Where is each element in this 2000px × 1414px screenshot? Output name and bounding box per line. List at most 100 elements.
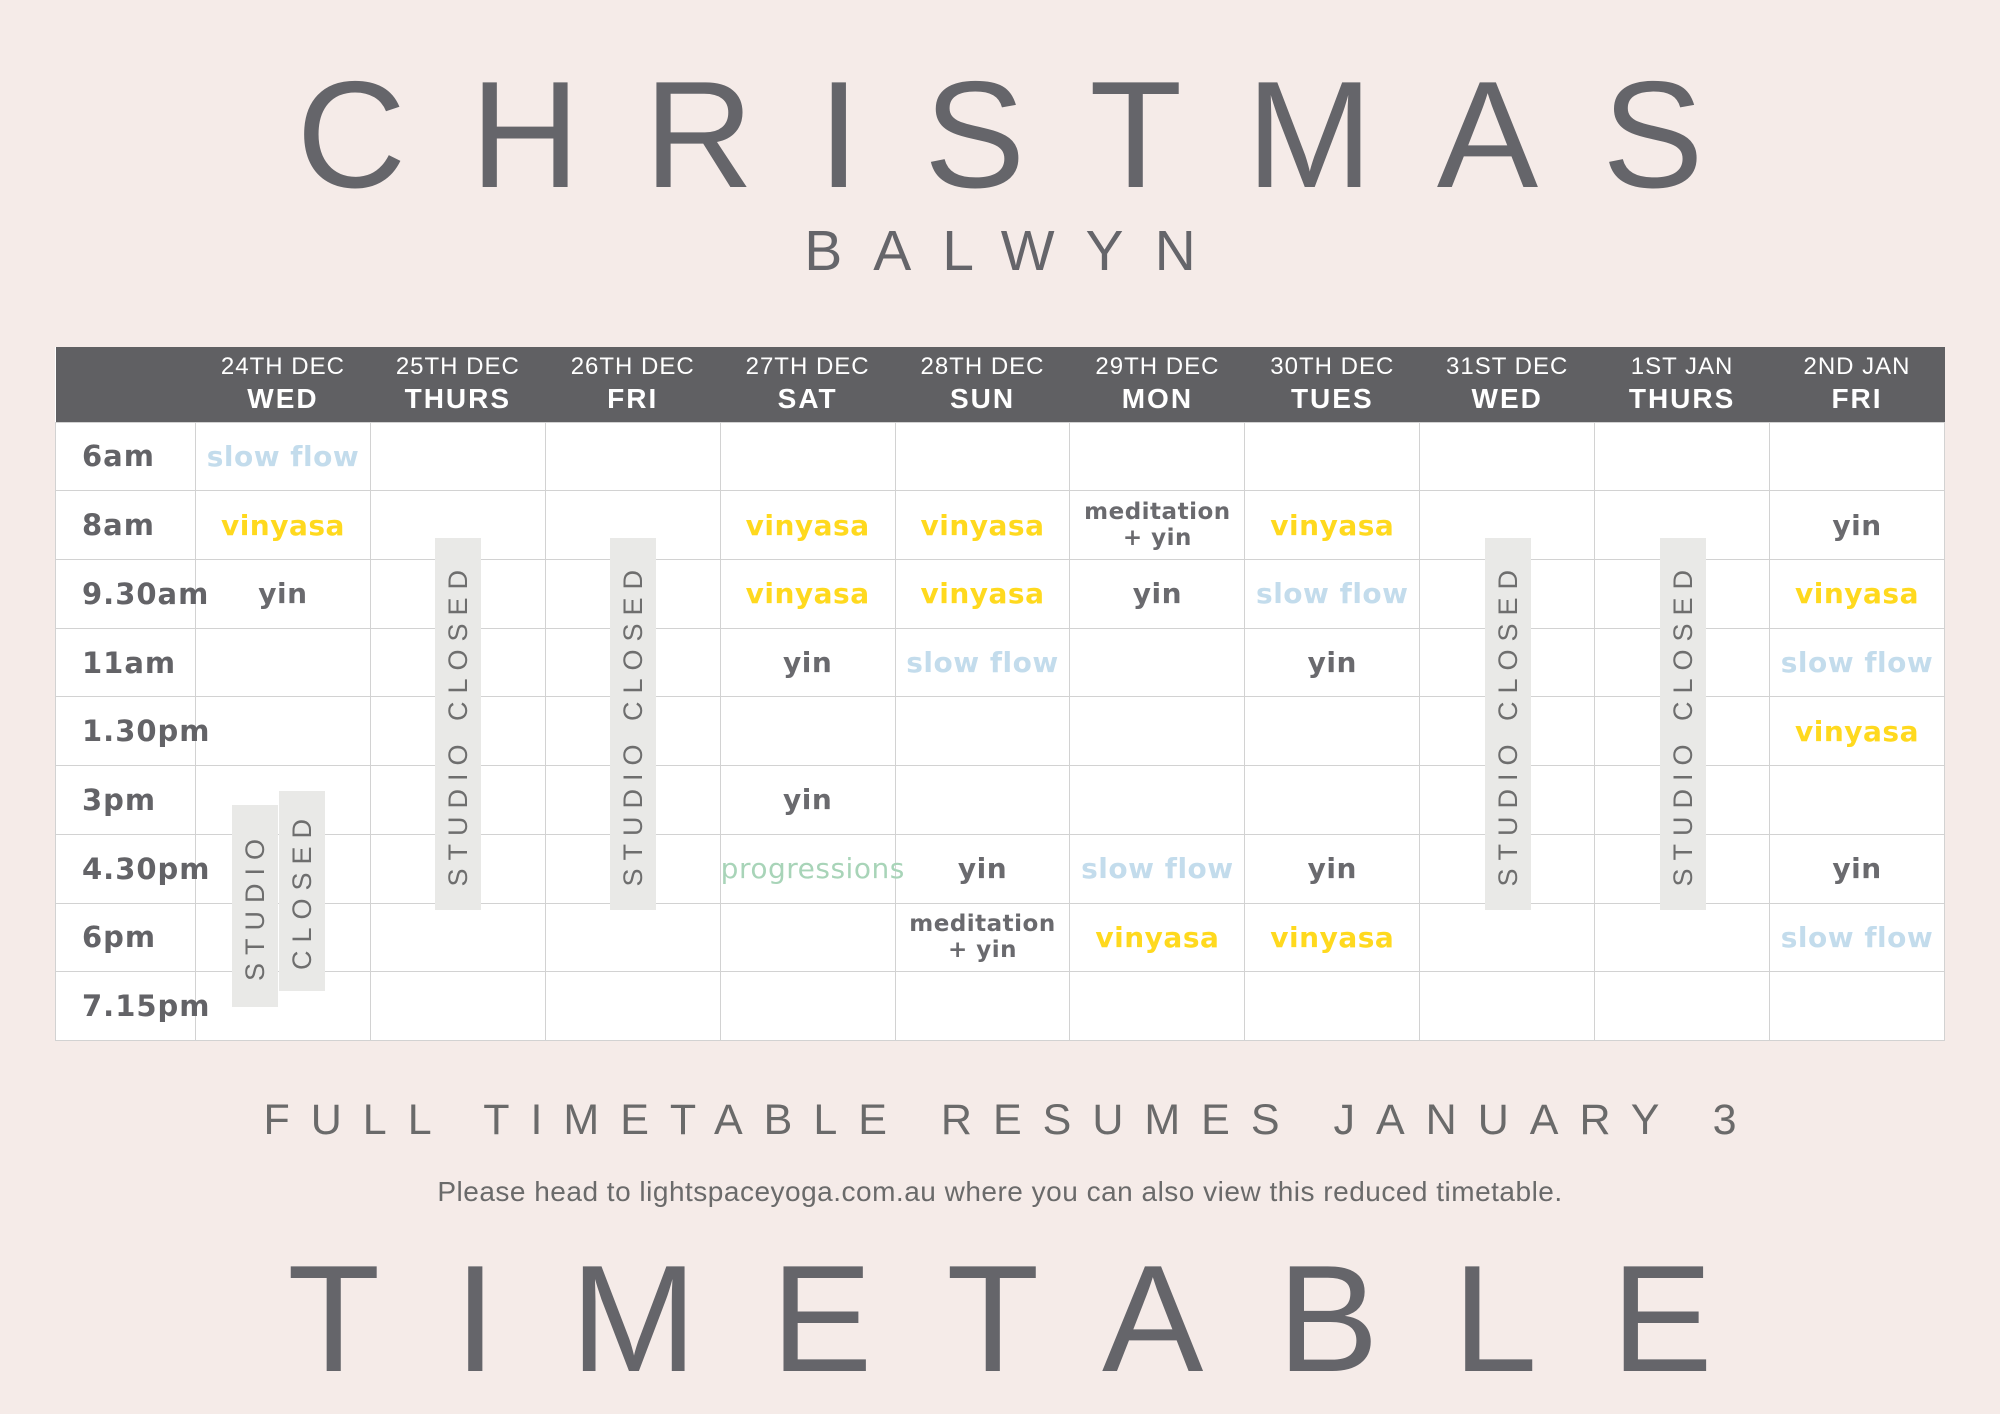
class-cell: progressions — [719, 833, 904, 904]
class-cell: vinyasa — [719, 490, 896, 560]
date-header: 24TH DEC WED — [195, 347, 371, 422]
empty-cell — [719, 696, 896, 767]
header-date: 2ND JAN — [1803, 353, 1911, 381]
header-corner — [55, 347, 196, 422]
empty-cell — [1594, 971, 1771, 1041]
class-cell: vinyasa — [1244, 490, 1421, 560]
table-row: 1.30pm vinyasa — [55, 696, 1945, 767]
studio-closed-word: CLOSED — [286, 811, 317, 971]
class-name: meditation + yin — [1084, 498, 1231, 552]
class-cell: yin — [1244, 833, 1421, 904]
empty-cell — [544, 971, 721, 1041]
empty-cell — [1419, 421, 1596, 492]
class-name: vinyasa — [920, 577, 1045, 611]
class-cell: vinyasa — [1769, 696, 1945, 767]
class-cell: slow flow — [1769, 627, 1945, 698]
header-day: MON — [1121, 383, 1194, 415]
header-day: WED — [247, 383, 319, 415]
empty-cell — [544, 902, 721, 973]
class-name: slow flow — [1780, 920, 1934, 954]
empty-cell — [544, 421, 721, 492]
time-label: 1.30pm — [55, 696, 210, 767]
studio-closed-word: STUDIO — [239, 830, 270, 981]
class-cell: slow flow — [195, 421, 371, 492]
empty-cell — [195, 627, 371, 698]
empty-cell — [1419, 971, 1596, 1041]
header-date: 29TH DEC — [1095, 353, 1220, 381]
studio-closed-strip: STUDIO CLOSED — [435, 538, 481, 910]
class-name: vinyasa — [1095, 920, 1220, 954]
empty-cell — [1769, 765, 1945, 835]
class-name: yin — [782, 783, 833, 817]
class-name: vinyasa — [1270, 508, 1395, 542]
studio-closed-strip: STUDIO CLOSED — [1485, 538, 1531, 910]
header-date: 28TH DEC — [920, 353, 1045, 381]
empty-cell — [894, 421, 1071, 492]
studio-closed-label: STUDIO CLOSED — [1667, 561, 1698, 887]
class-cell: vinyasa — [1069, 902, 1246, 973]
empty-cell — [195, 696, 371, 767]
time-label: 8am — [55, 490, 196, 560]
class-name: vinyasa — [745, 508, 870, 542]
empty-cell — [719, 902, 896, 973]
class-cell: slow flow — [1069, 833, 1246, 904]
empty-cell — [369, 971, 546, 1041]
class-cell: vinyasa — [1244, 902, 1421, 973]
class-name: slow flow — [206, 439, 360, 473]
class-name: yin — [782, 646, 833, 680]
class-name: vinyasa — [745, 577, 870, 611]
header-date: 1ST JAN — [1630, 353, 1734, 381]
class-cell: vinyasa — [894, 490, 1071, 560]
class-name: yin — [1307, 646, 1357, 680]
date-header: 2ND JAN FRI — [1769, 347, 1945, 422]
class-name: yin — [1832, 508, 1882, 542]
class-name: slow flow — [906, 646, 1059, 680]
table-row: 6am slow flow — [55, 421, 1945, 492]
studio-closed-label: STUDIO CLOSED — [617, 561, 648, 887]
class-name: vinyasa — [1270, 920, 1395, 954]
class-cell: vinyasa — [894, 558, 1071, 629]
class-name: meditation + yin — [909, 910, 1056, 964]
date-header: 1ST JAN THURS — [1594, 347, 1770, 422]
class-cell: yin — [719, 627, 896, 698]
studio-closed-label: STUDIO CLOSED — [1492, 561, 1523, 887]
header-day: THURS — [404, 383, 512, 415]
empty-cell — [369, 902, 546, 973]
class-name: yin — [1832, 852, 1882, 886]
class-cell: slow flow — [1769, 902, 1945, 973]
class-cell: slow flow — [894, 627, 1071, 698]
class-cell: meditation + yin — [1069, 490, 1246, 560]
class-cell: yin — [1769, 833, 1945, 904]
time-label: 11am — [55, 627, 196, 698]
resume-notice: FULL TIMETABLE RESUMES JANUARY 3 — [263, 1096, 1758, 1144]
header-date: 26TH DEC — [570, 353, 695, 381]
class-cell: slow flow — [1244, 558, 1421, 629]
empty-cell — [1244, 696, 1421, 767]
date-header: 31ST DEC WED — [1419, 347, 1595, 422]
class-cell: yin — [1069, 558, 1246, 629]
empty-cell — [1244, 971, 1421, 1041]
time-label: 6pm — [55, 902, 196, 973]
studio-closed-strip-partial: STUDIO — [232, 805, 278, 1007]
date-header: 26TH DEC FRI — [545, 347, 721, 422]
empty-cell — [1244, 765, 1421, 835]
class-name: progressions — [720, 852, 905, 886]
empty-cell — [1069, 971, 1246, 1041]
studio-closed-strip-partial: CLOSED — [279, 791, 325, 991]
empty-cell — [719, 971, 896, 1041]
empty-cell — [894, 971, 1071, 1041]
date-header: 30TH DEC TUES — [1244, 347, 1420, 422]
header-day: THURS — [1628, 383, 1736, 415]
timetable: 24TH DEC WED 25TH DEC THURS 26TH DEC FRI 27TH … — [55, 347, 1945, 1041]
empty-cell — [1069, 765, 1246, 835]
time-label: 7.15pm — [55, 971, 210, 1041]
date-header: 25TH DEC THURS — [370, 347, 546, 422]
class-cell: vinyasa — [1769, 558, 1945, 629]
empty-cell — [1769, 421, 1945, 492]
class-cell: vinyasa — [719, 558, 896, 629]
header-day: TUES — [1290, 383, 1374, 415]
empty-cell — [719, 421, 896, 492]
empty-cell — [894, 696, 1071, 767]
header-day: SAT — [777, 383, 838, 415]
website-notice: Please head to lightspaceyoga.com.au whe… — [437, 1176, 1563, 1207]
